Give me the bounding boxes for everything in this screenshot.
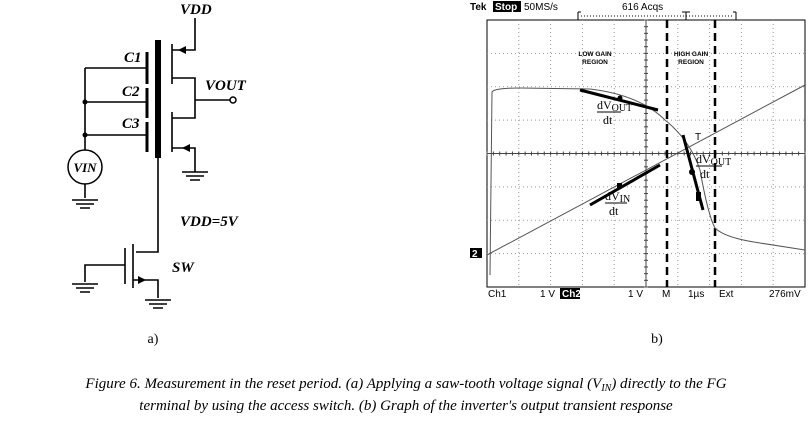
shape-rect [155, 40, 161, 158]
label-sw: SW [172, 260, 195, 276]
shape-circle [229, 96, 237, 104]
state-box [493, 1, 521, 12]
shape-text: LOW GAIN REGION [578, 51, 612, 66]
shape-text: dVOUT [696, 152, 731, 168]
panel-label: b) [651, 332, 663, 347]
rate: 50MS/s [524, 2, 558, 13]
oscilloscope: Tek Stop 50MS/s 616 Acqs LOW GAIN REGION … [470, 1, 806, 347]
dvin-den: dt [609, 204, 619, 218]
dvin-sub: IN [620, 194, 631, 205]
ch2-marker: 2 [472, 249, 478, 260]
label-c1: C1 [124, 50, 142, 66]
shape-path [665, 20, 717, 287]
shape-path [72, 199, 98, 209]
label-c2: C2 [122, 84, 140, 100]
shape-path [171, 18, 230, 170]
shape-path [486, 84, 806, 256]
ch1-scale: 1 V [540, 289, 555, 300]
caption-text: ) directly to the FG [610, 376, 726, 392]
shape-path [72, 283, 171, 309]
ch2: Ch2 [562, 289, 581, 300]
shape-rect [617, 183, 622, 188]
low-gain-label: REGION [582, 59, 608, 66]
high-gain-label: REGION [678, 59, 704, 66]
m: M [662, 289, 670, 300]
shape-rect [696, 192, 701, 201]
label-vdd-value: VDD=5V [180, 214, 240, 230]
ch1: Ch1 [488, 289, 507, 300]
shape-g [486, 19, 806, 288]
shape-path [136, 158, 159, 253]
acqs: 616 Acqs [622, 2, 663, 13]
dvout-num: dV [597, 98, 612, 112]
caption-line-1: Figure 6. Measurement in the reset perio… [84, 376, 726, 394]
shape-path [182, 171, 208, 181]
shape-path [682, 11, 690, 20]
trigger-mark: T [695, 132, 701, 143]
shape-circle [617, 95, 623, 101]
circuit: VDD C1 C2 C3 VOUT VIN VDD=5V SW a) [67, 2, 247, 347]
shape-path [178, 46, 190, 152]
high-gain-label: HIGH GAIN [674, 51, 709, 58]
panel-label: a) [148, 332, 159, 347]
shape-text: dVOUT [597, 98, 632, 114]
dvout-sub: OUT [711, 157, 732, 168]
shape-circle [82, 99, 88, 105]
label-c3: C3 [122, 116, 140, 132]
shape-path [138, 276, 146, 284]
low-gain-label: LOW GAIN [578, 51, 612, 58]
ch2-marker-box [470, 248, 482, 258]
ch2-scale: 1 V [628, 289, 643, 300]
caption-sub: IN [600, 383, 612, 394]
shape-text: HIGH GAIN REGION [674, 51, 709, 66]
shape-text: dVIN [605, 189, 630, 205]
shape-path [489, 87, 806, 276]
timebase: 1µs [688, 289, 704, 300]
brand: Tek [470, 2, 487, 13]
dvout-sub: OUT [612, 103, 633, 114]
label-vout: VOUT [205, 78, 247, 94]
dvout-num: dV [696, 152, 711, 166]
shape-rect [560, 288, 580, 299]
state: Stop [495, 2, 517, 13]
caption-line-2: terminal by using the access switch. (b)… [139, 398, 673, 414]
shape-circle [82, 132, 88, 138]
label-vin: VIN [73, 160, 97, 175]
shape-circle [67, 149, 103, 185]
caption-text: Figure 6. Measurement in the reset perio… [84, 376, 603, 392]
dvout-den: dt [603, 113, 613, 127]
trigger-source: Ext [719, 289, 734, 300]
dvout-den: dt [700, 167, 710, 181]
trigger-level: 276mV [769, 289, 801, 300]
shape-path [84, 67, 147, 198]
shape-circle [689, 169, 695, 175]
dvin-num: dV [605, 189, 620, 203]
label-vdd: VDD [180, 2, 212, 18]
shape-path [84, 244, 159, 298]
